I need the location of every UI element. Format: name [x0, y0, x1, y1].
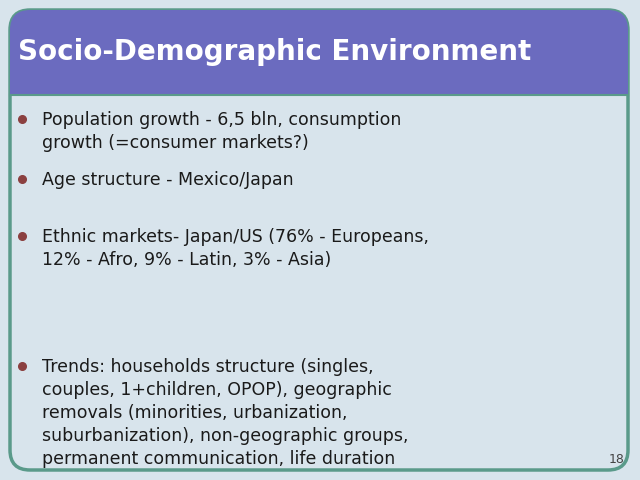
Text: Age structure - Mexico/Japan: Age structure - Mexico/Japan	[42, 171, 294, 189]
Text: Socio-Demographic Environment: Socio-Demographic Environment	[18, 38, 531, 66]
Bar	[10, 73, 628, 95]
Text: 18: 18	[609, 453, 625, 466]
Text: Trends: households structure (singles,
couples, 1+children, OPOP), geographic
re: Trends: households structure (singles, c…	[42, 358, 408, 468]
Text: Population growth - 6,5 bln, consumption
growth (=consumer markets?): Population growth - 6,5 bln, consumption…	[42, 111, 401, 152]
Text: Ethnic markets- Japan/US (76% - Europeans,
12% - Afro, 9% - Latin, 3% - Asia): Ethnic markets- Japan/US (76% - European…	[42, 228, 429, 269]
FancyBboxPatch shape	[10, 10, 628, 470]
FancyBboxPatch shape	[10, 10, 628, 95]
